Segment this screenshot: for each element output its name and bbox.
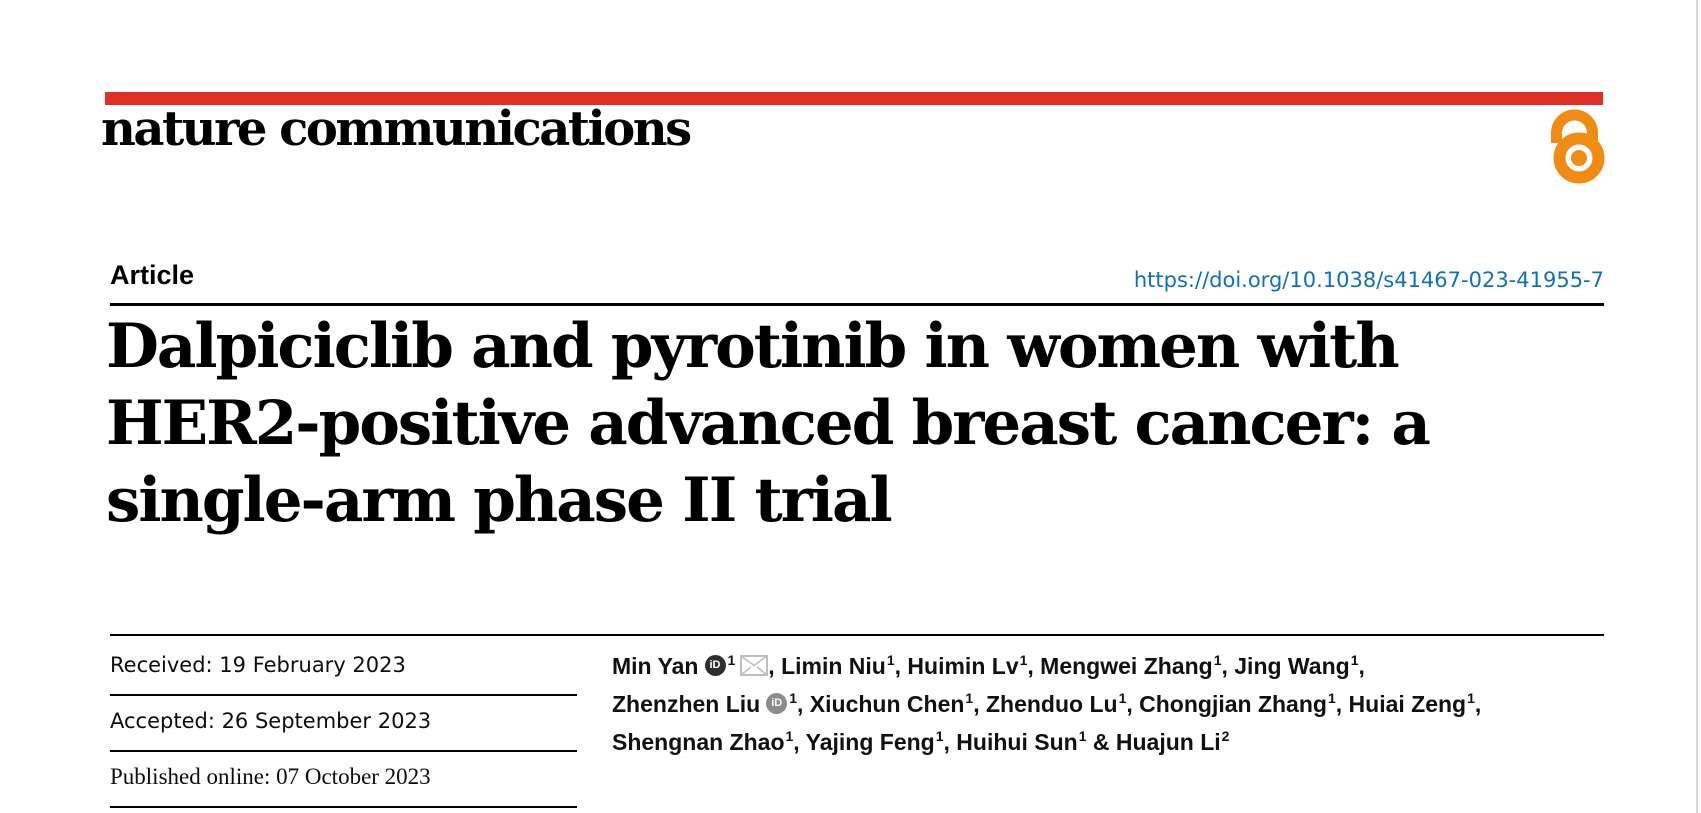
date-divider [110,694,577,696]
author-line: Min Yan iD 1 , Limin Niu1, Huimin Lv1, Men… [612,649,1532,687]
email-icon[interactable] [740,655,769,676]
affiliation-superscript: 1 [1327,690,1336,706]
affiliation-superscript: 1 [1467,690,1475,706]
author-name: Shengnan Zhao [612,729,785,755]
author-name: , Yajing Feng [793,729,935,755]
author-block: Min Yan iD 1 , Limin Niu1, Huimin Lv1, Men… [612,649,1532,763]
affiliation-superscript: 1 [1350,652,1359,668]
received-date: Received: 19 February 2023 [110,653,406,677]
brand-bar [105,92,1603,105]
author-name: , Limin Niu [768,653,886,679]
affiliation-superscript: 1 [886,652,895,668]
affiliation-superscript: 1 [789,690,798,706]
title-line-1: Dalpiciclib and pyrotinib in women with [106,311,1400,382]
title-line-2: HER2-positive advanced breast cancer: a [106,388,1431,459]
accepted-date: Accepted: 26 September 2023 [110,709,432,733]
affiliation-superscript: 1 [965,690,974,706]
affiliation-superscript: 1 [785,728,794,744]
author-name: , Huiai Zeng [1335,691,1467,717]
author-name: Zhenzhen Liu [612,691,761,717]
affiliation-superscript: 1 [1213,652,1222,668]
author-name: , [1358,653,1365,679]
header-rule [110,303,1604,306]
date-divider [110,750,577,752]
affiliation-superscript: 1 [1078,728,1087,744]
author-line: Zhenzhen Liu iD 1, Xiuchun Chen1, Zhenduo … [612,687,1532,725]
orcid-icon[interactable]: iD [704,655,726,677]
article-type-label: Article [110,260,195,290]
journal-logo: nature communications [101,101,692,157]
author-name: , Chongjian Zhang [1126,691,1327,717]
open-access-icon [1549,106,1605,189]
affiliation-superscript: 2 [1221,728,1230,744]
doi-link[interactable]: https://doi.org/10.1038/s41467-023-41955… [1133,268,1604,292]
affiliation-superscript: 1 [1019,652,1028,668]
affiliation-superscript: 1 [935,728,944,744]
published-date: Published online: 07 October 2023 [110,764,431,789]
page-right-edge [1696,0,1698,813]
date-divider [110,806,577,808]
author-name: , Huimin Lv [894,653,1019,679]
orcid-icon[interactable]: iD [766,693,788,715]
affiliation-superscript: 1 [1118,690,1127,706]
affiliation-superscript: 1 [727,652,736,668]
author-name: , Huihui Sun [943,729,1078,755]
section-rule [110,634,1604,636]
author-line: Shengnan Zhao1, Yajing Feng1, Huihui Sun… [612,725,1532,763]
author-name: & Huajun Li [1086,729,1221,755]
author-name: , Xiuchun Chen [797,691,965,717]
title-line-3: single-arm phase II trial [106,465,893,536]
author-name: , Jing Wang [1221,653,1350,679]
author-name: Min Yan [612,653,699,679]
author-name: , Mengwei Zhang [1027,653,1213,679]
article-title: Dalpiciclib and pyrotinib in women with … [106,308,1526,539]
author-name: , [1474,691,1482,717]
author-name: , Zhenduo Lu [973,691,1118,717]
